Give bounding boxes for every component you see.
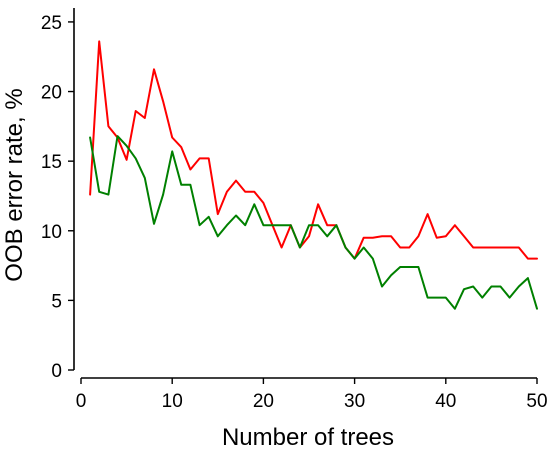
- x-axis-title: Number of trees: [222, 424, 394, 451]
- y-tick-label: 10: [41, 222, 62, 243]
- x-tick-label: 50: [526, 391, 547, 412]
- x-tick-label: 20: [253, 391, 274, 412]
- series-line-1: [89, 40, 538, 260]
- y-tick-label: 25: [41, 13, 62, 34]
- x-axis: 0 10 20 30 40 50: [76, 377, 548, 412]
- x-tick-label: 10: [162, 391, 183, 412]
- y-tick-label: 15: [41, 152, 62, 173]
- y-tick-label: 20: [41, 83, 62, 104]
- series-line-2: [89, 135, 538, 310]
- y-axis-title: OOB error rate, %: [1, 88, 28, 281]
- plot-area: [89, 40, 538, 310]
- x-tick-label: 40: [435, 391, 456, 412]
- y-axis: 0 5 10 15 20 25: [41, 8, 75, 382]
- y-tick-label: 0: [51, 361, 62, 382]
- y-tick-label: 5: [51, 291, 62, 312]
- x-tick-label: 30: [344, 391, 365, 412]
- x-tick-label: 0: [76, 391, 87, 412]
